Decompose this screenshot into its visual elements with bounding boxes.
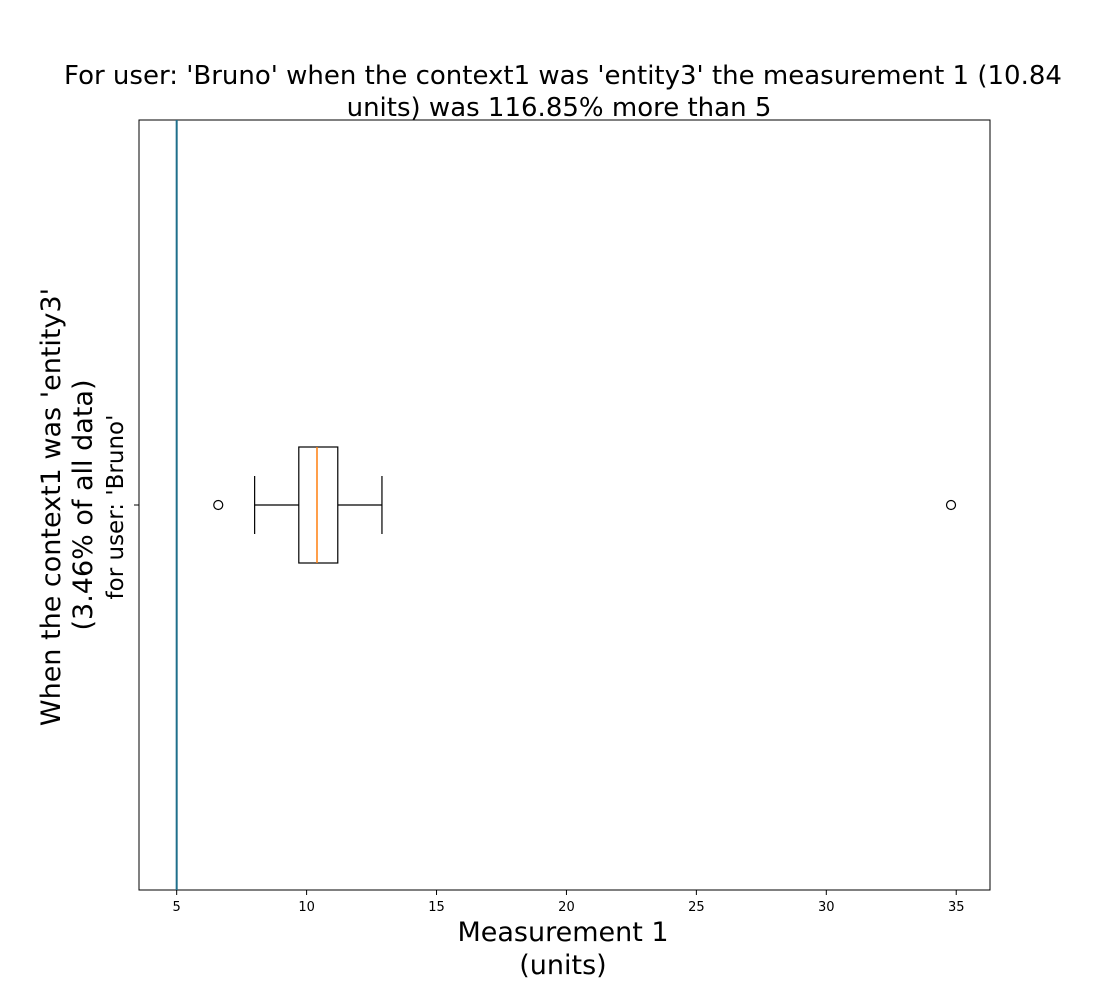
x-axis-ticks: 5 10 15 20 25 30 35 — [173, 890, 965, 915]
chart-title-line-1: For user: 'Bruno' when the context1 was … — [64, 61, 1062, 91]
x-axis-label-line-1: Measurement 1 — [457, 917, 668, 948]
y-axis-label-line-1: When the context1 was 'entity3' — [36, 288, 67, 726]
x-tick-label: 10 — [298, 900, 315, 915]
x-tick-label: 25 — [688, 900, 705, 915]
box-iqr — [298, 446, 339, 564]
x-tick-label: 30 — [818, 900, 835, 915]
y-axis-label-line-2: (3.46% of all data) — [68, 380, 99, 631]
chart-title-line-2: units) was 116.85% more than 5 — [347, 93, 772, 123]
outlier-point-2 — [945, 499, 957, 511]
x-tick-label: 35 — [948, 900, 965, 915]
x-axis-label-line-2: (units) — [519, 950, 606, 981]
boxplot-group — [213, 446, 957, 564]
x-tick-label: 5 — [173, 900, 181, 915]
outlier-point-1 — [213, 499, 224, 511]
x-tick-label: 15 — [428, 900, 445, 915]
x-tick-label: 20 — [558, 900, 575, 915]
y-axis-label-line-3: for user: 'Bruno' — [103, 415, 129, 600]
